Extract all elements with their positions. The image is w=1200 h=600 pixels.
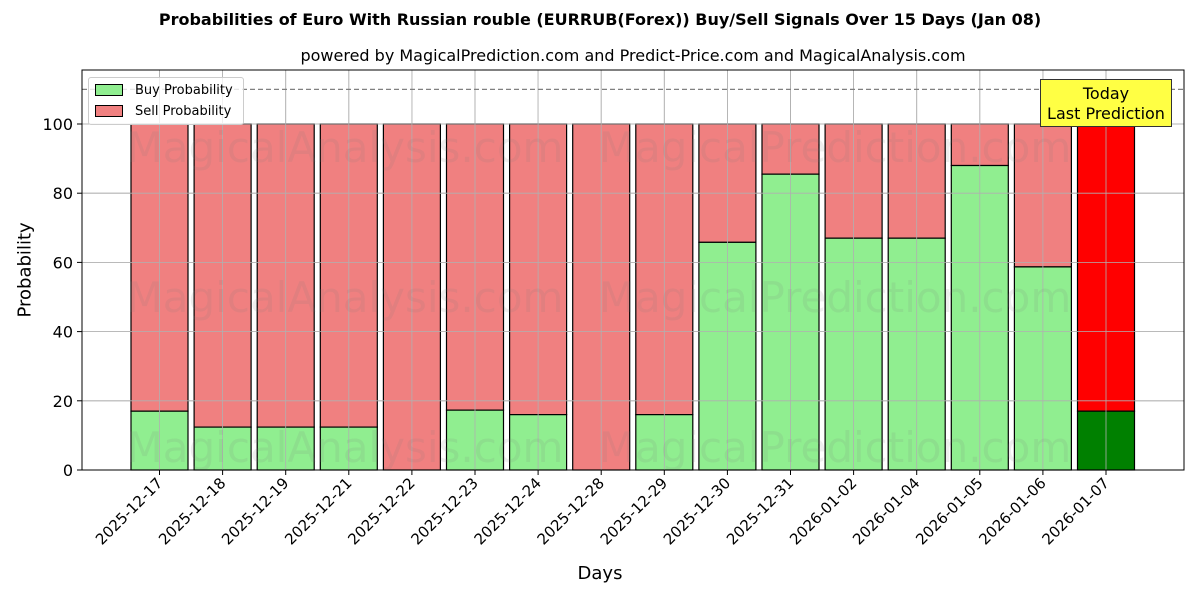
chart-subtitle: powered by MagicalPrediction.com and Pre… <box>300 46 966 65</box>
legend-item-sell: Sell Probability <box>95 103 231 119</box>
annotation-line1: Today <box>1082 84 1130 103</box>
buy-swatch-icon <box>95 84 123 96</box>
x-tick-label: 2025-12-18 <box>155 474 229 548</box>
x-tick-label: 2025-12-30 <box>660 474 734 548</box>
y-tick-label: 0 <box>63 461 73 480</box>
x-tick-label: 2025-12-22 <box>344 474 418 548</box>
plot-frame <box>81 69 1185 471</box>
y-tick-label: 80 <box>53 184 73 203</box>
watermark-text: MagicalPrediction.com <box>599 423 1072 472</box>
x-tick-label: 2025-12-31 <box>723 474 797 548</box>
today-annotation: Today Last Prediction <box>1040 79 1172 127</box>
watermark-text: MagicalAnalysis.com <box>127 123 564 172</box>
x-tick-label: 2026-01-02 <box>786 474 860 548</box>
x-tick-label: 2026-01-05 <box>912 474 986 548</box>
x-tick-label: 2025-12-28 <box>534 474 608 548</box>
sell-swatch-icon <box>95 105 123 117</box>
watermark-text: MagicalPrediction.com <box>599 273 1072 322</box>
x-tick-label: 2025-12-19 <box>218 474 292 548</box>
x-tick-label: 2026-01-06 <box>975 474 1049 548</box>
legend-buy-label: Buy Probability <box>135 82 233 98</box>
x-tick-label: 2026-01-07 <box>1038 474 1112 548</box>
y-tick-label: 40 <box>53 323 73 342</box>
watermark-text: MagicalAnalysis.com <box>127 423 564 472</box>
y-axis-label: Probability <box>14 222 36 318</box>
x-tick-label: 2025-12-24 <box>471 474 545 548</box>
chart-title: Probabilities of Euro With Russian roubl… <box>158 10 1042 29</box>
legend-item-buy: Buy Probability <box>95 82 233 98</box>
watermark-text: MagicalPrediction.com <box>599 123 1072 172</box>
watermark-text: MagicalAnalysis.com <box>127 273 564 322</box>
x-tick-label: 2025-12-23 <box>407 474 481 548</box>
y-tick-label: 20 <box>53 392 73 411</box>
x-tick-label: 2025-12-29 <box>597 474 671 548</box>
y-tick-label: 100 <box>42 115 73 134</box>
x-tick-label: 2025-12-21 <box>281 474 355 548</box>
legend: Buy Probability Sell Probability <box>88 77 244 125</box>
y-tick-label: 60 <box>53 253 73 272</box>
legend-sell-label: Sell Probability <box>135 103 232 119</box>
x-axis-label: Days <box>577 563 623 584</box>
x-tick-label: 2025-12-17 <box>92 474 166 548</box>
x-tick-label: 2026-01-04 <box>849 474 923 548</box>
annotation-line2: Last Prediction <box>1047 104 1165 123</box>
